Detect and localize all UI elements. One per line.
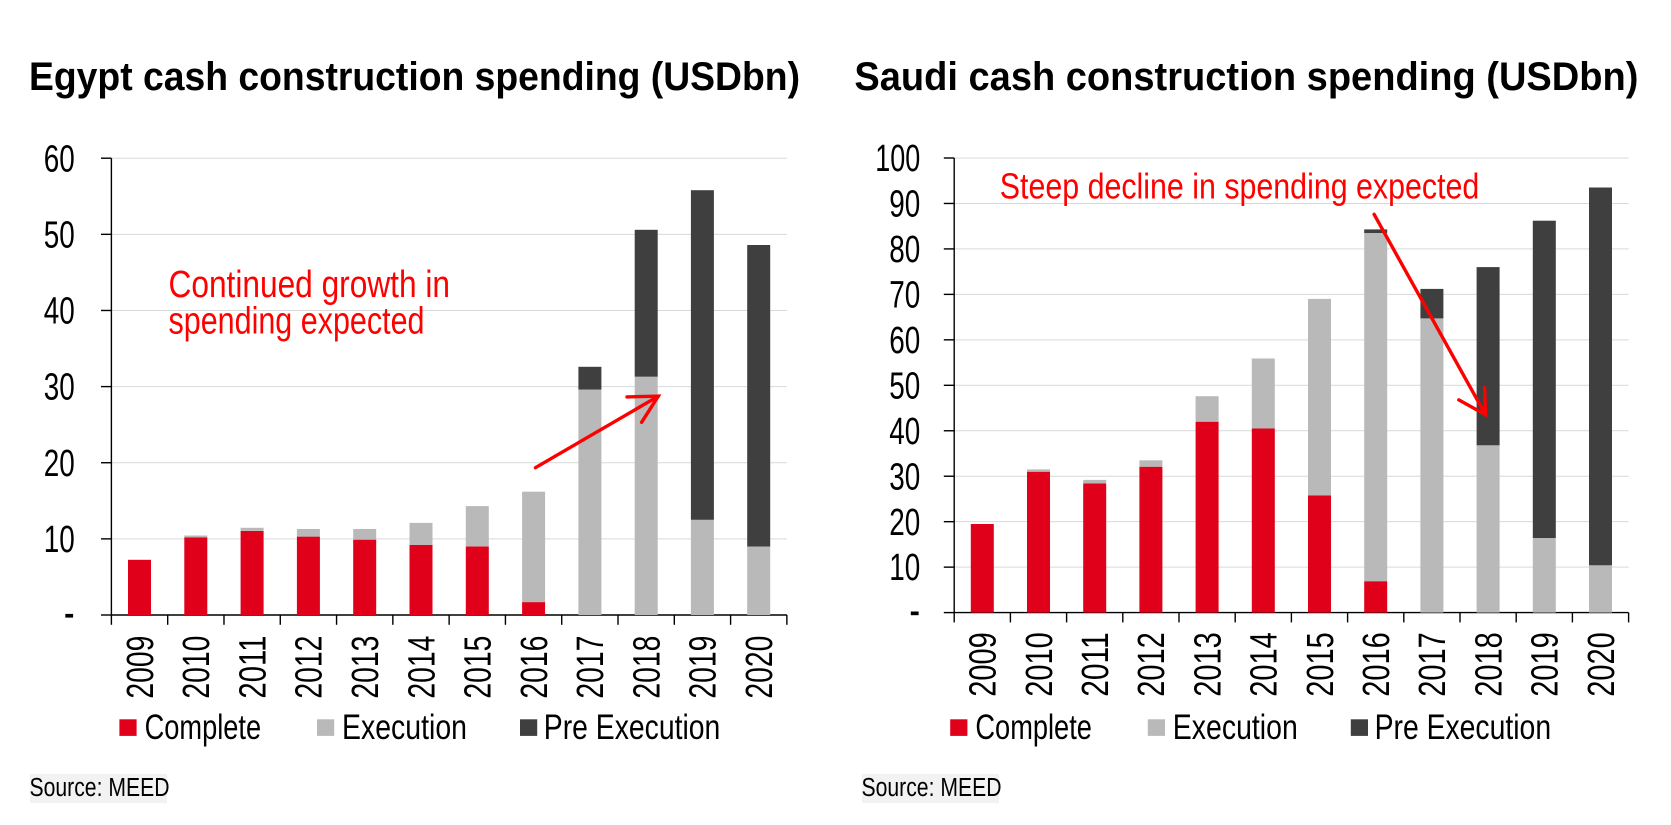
svg-text:2015: 2015 bbox=[1300, 632, 1342, 697]
svg-text:100: 100 bbox=[875, 138, 920, 180]
svg-text:90: 90 bbox=[889, 184, 920, 226]
svg-text:2016: 2016 bbox=[514, 636, 556, 699]
svg-text:Saudi cash construction spendi: Saudi cash construction spending (USDbn) bbox=[854, 55, 1638, 99]
svg-text:Continued growth in: Continued growth in bbox=[169, 264, 451, 306]
svg-text:10: 10 bbox=[44, 519, 75, 561]
svg-text:30: 30 bbox=[889, 456, 920, 498]
svg-text:Execution: Execution bbox=[342, 708, 467, 747]
svg-text:2018: 2018 bbox=[1468, 632, 1510, 697]
svg-text:Steep decline in spending expe: Steep decline in spending expected bbox=[1000, 166, 1480, 207]
svg-text:2014: 2014 bbox=[401, 636, 443, 699]
svg-text:40: 40 bbox=[44, 291, 75, 333]
svg-text:2019: 2019 bbox=[1525, 632, 1567, 697]
svg-text:Source: MEED: Source: MEED bbox=[30, 774, 170, 802]
svg-text:spending expected: spending expected bbox=[169, 301, 425, 343]
svg-text:40: 40 bbox=[889, 411, 920, 453]
svg-text:10: 10 bbox=[889, 547, 920, 589]
svg-text:60: 60 bbox=[889, 320, 920, 362]
svg-text:2018: 2018 bbox=[627, 636, 669, 699]
svg-text:70: 70 bbox=[889, 275, 920, 317]
svg-text:2013: 2013 bbox=[345, 636, 387, 699]
svg-text:2012: 2012 bbox=[289, 636, 331, 699]
svg-text:2013: 2013 bbox=[1187, 632, 1229, 697]
svg-text:Source: MEED: Source: MEED bbox=[862, 774, 1002, 802]
svg-text:Execution: Execution bbox=[1173, 708, 1298, 747]
svg-text:2017: 2017 bbox=[1412, 632, 1454, 697]
svg-text:2020: 2020 bbox=[1581, 632, 1623, 697]
svg-text:30: 30 bbox=[44, 367, 75, 409]
svg-text:50: 50 bbox=[889, 365, 920, 407]
svg-text:2019: 2019 bbox=[683, 636, 725, 699]
svg-text:Egypt cash construction spendi: Egypt cash construction spending (USDbn) bbox=[29, 55, 800, 99]
svg-text:Complete: Complete bbox=[975, 708, 1092, 747]
svg-text:60: 60 bbox=[44, 138, 75, 180]
svg-text:20: 20 bbox=[889, 502, 920, 544]
svg-text:2009: 2009 bbox=[120, 636, 162, 699]
svg-text:2015: 2015 bbox=[458, 636, 500, 699]
svg-text:2020: 2020 bbox=[739, 636, 781, 699]
svg-text:2017: 2017 bbox=[570, 636, 612, 699]
svg-text:2011: 2011 bbox=[1075, 632, 1117, 697]
svg-text:Pre Execution: Pre Execution bbox=[1375, 708, 1552, 747]
svg-text:2010: 2010 bbox=[176, 636, 218, 699]
svg-text:20: 20 bbox=[44, 443, 75, 485]
svg-text:Complete: Complete bbox=[145, 708, 262, 747]
svg-text:2016: 2016 bbox=[1356, 632, 1398, 697]
svg-text:2011: 2011 bbox=[232, 636, 274, 699]
svg-text:50: 50 bbox=[44, 214, 75, 256]
svg-text:2010: 2010 bbox=[1019, 632, 1061, 697]
svg-text:80: 80 bbox=[889, 229, 920, 271]
svg-text:2014: 2014 bbox=[1244, 632, 1286, 697]
svg-text:2009: 2009 bbox=[963, 632, 1005, 697]
svg-text:2012: 2012 bbox=[1131, 632, 1173, 697]
svg-text:Pre Execution: Pre Execution bbox=[544, 708, 721, 747]
